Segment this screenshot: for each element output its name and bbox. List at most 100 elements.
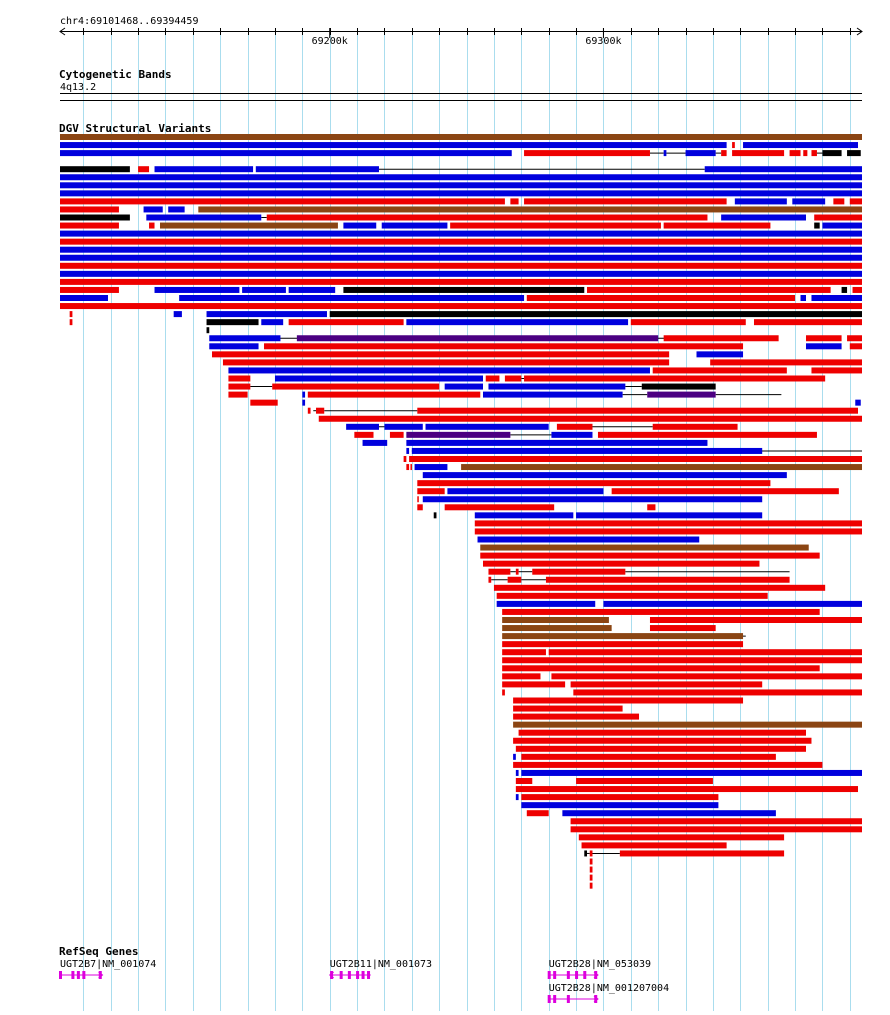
structural-variant[interactable] xyxy=(406,319,629,326)
gene-exon[interactable] xyxy=(583,971,587,979)
structural-variant[interactable] xyxy=(630,319,746,326)
structural-variant[interactable] xyxy=(502,673,541,680)
gene-exon[interactable] xyxy=(566,995,570,1003)
structural-variant[interactable] xyxy=(450,222,661,229)
structural-variant[interactable] xyxy=(704,166,862,173)
structural-variant[interactable] xyxy=(515,769,519,776)
structural-variant[interactable] xyxy=(485,375,500,382)
gene-exon[interactable] xyxy=(553,971,557,979)
gene-exon[interactable] xyxy=(594,995,598,1003)
gene-exon[interactable] xyxy=(575,971,579,979)
structural-variant[interactable] xyxy=(597,431,817,438)
structural-variant[interactable] xyxy=(406,447,410,454)
structural-variant[interactable] xyxy=(198,206,863,213)
structural-variant[interactable] xyxy=(513,721,862,728)
structural-variant[interactable] xyxy=(603,600,862,607)
structural-variant[interactable] xyxy=(502,625,612,632)
structural-variant[interactable] xyxy=(149,222,155,229)
structural-variant[interactable] xyxy=(406,431,511,438)
structural-variant[interactable] xyxy=(496,600,596,607)
gene-exon[interactable] xyxy=(98,971,102,979)
structural-variant[interactable] xyxy=(474,520,862,527)
structural-variant[interactable] xyxy=(852,286,862,293)
structural-variant[interactable] xyxy=(822,222,862,229)
structural-variant[interactable] xyxy=(792,198,826,205)
structural-variant[interactable] xyxy=(261,319,284,326)
structural-variant[interactable] xyxy=(570,826,862,833)
structural-variant[interactable] xyxy=(222,359,670,366)
structural-variant[interactable] xyxy=(329,311,862,318)
structural-variant[interactable] xyxy=(513,713,640,720)
structural-variant[interactable] xyxy=(417,504,423,511)
structural-variant[interactable] xyxy=(513,761,823,768)
gene-label[interactable]: UGT2B11|NM_001073 xyxy=(330,959,432,970)
structural-variant[interactable] xyxy=(60,270,862,277)
structural-variant[interactable] xyxy=(480,544,809,551)
structural-variant[interactable] xyxy=(179,295,525,301)
structural-variant[interactable] xyxy=(518,729,806,736)
structural-variant[interactable] xyxy=(814,222,820,229)
structural-variant[interactable] xyxy=(855,399,861,406)
structural-variant[interactable] xyxy=(159,222,338,229)
structural-variant[interactable] xyxy=(228,391,248,398)
structural-variant[interactable] xyxy=(515,794,519,801)
structural-variant[interactable] xyxy=(60,278,862,285)
structural-variant[interactable] xyxy=(60,222,119,229)
dgv-track[interactable]: DGV Structural Variants xyxy=(59,122,863,889)
structural-variant[interactable] xyxy=(521,753,776,760)
structural-variant[interactable] xyxy=(255,166,379,173)
structural-variant[interactable] xyxy=(721,214,806,221)
structural-variant[interactable] xyxy=(581,842,727,849)
structural-variant[interactable] xyxy=(206,319,259,326)
structural-variant[interactable] xyxy=(556,423,593,430)
structural-variant[interactable] xyxy=(507,576,522,583)
structural-variant[interactable] xyxy=(343,286,585,293)
structural-variant[interactable] xyxy=(562,810,776,817)
gene-exon[interactable] xyxy=(361,971,365,979)
structural-variant[interactable] xyxy=(805,335,842,342)
gene-exon[interactable] xyxy=(553,995,557,1003)
structural-variant[interactable] xyxy=(60,254,862,261)
structural-variant[interactable] xyxy=(521,794,719,801)
structural-variant[interactable] xyxy=(502,657,862,664)
structural-variant[interactable] xyxy=(433,512,437,519)
structural-variant[interactable] xyxy=(578,834,785,841)
structural-variant[interactable] xyxy=(406,464,410,471)
structural-variant[interactable] xyxy=(138,166,150,173)
structural-variant[interactable] xyxy=(647,504,656,511)
structural-variant[interactable] xyxy=(611,488,839,495)
structural-variant[interactable] xyxy=(60,182,862,189)
structural-variant[interactable] xyxy=(411,447,763,454)
gene-exon[interactable] xyxy=(367,971,371,979)
structural-variant[interactable] xyxy=(60,190,862,197)
structural-variant[interactable] xyxy=(266,214,708,221)
structural-variant[interactable] xyxy=(576,512,763,519)
structural-variant[interactable] xyxy=(515,786,859,793)
structural-variant[interactable] xyxy=(734,198,787,205)
structural-variant[interactable] xyxy=(60,166,130,173)
structural-variant[interactable] xyxy=(515,568,519,575)
structural-variant[interactable] xyxy=(406,439,708,446)
structural-variant[interactable] xyxy=(173,311,182,318)
structural-variant[interactable] xyxy=(154,166,254,173)
dgv-features[interactable] xyxy=(60,134,863,889)
gene-label[interactable]: UGT2B28|NM_001207004 xyxy=(549,983,669,994)
gene-exon[interactable] xyxy=(330,971,334,979)
structural-variant[interactable] xyxy=(444,504,555,511)
structural-variant[interactable] xyxy=(477,536,700,543)
structural-variant[interactable] xyxy=(584,850,588,857)
structural-variant[interactable] xyxy=(414,464,448,471)
structural-variant[interactable] xyxy=(307,391,481,398)
structural-variant[interactable] xyxy=(60,150,512,157)
structural-variant[interactable] xyxy=(515,745,806,752)
structural-variant[interactable] xyxy=(721,150,727,157)
structural-variant[interactable] xyxy=(847,335,862,342)
structural-variant[interactable] xyxy=(710,359,862,366)
cytoband-track[interactable]: Cytogenetic Bands 4q13.2 xyxy=(59,68,862,101)
structural-variant[interactable] xyxy=(524,150,650,157)
structural-variant[interactable] xyxy=(417,488,445,495)
structural-variant[interactable] xyxy=(346,423,379,430)
structural-variant[interactable] xyxy=(789,150,801,157)
gene-exon[interactable] xyxy=(339,971,343,979)
structural-variant[interactable] xyxy=(488,576,492,583)
